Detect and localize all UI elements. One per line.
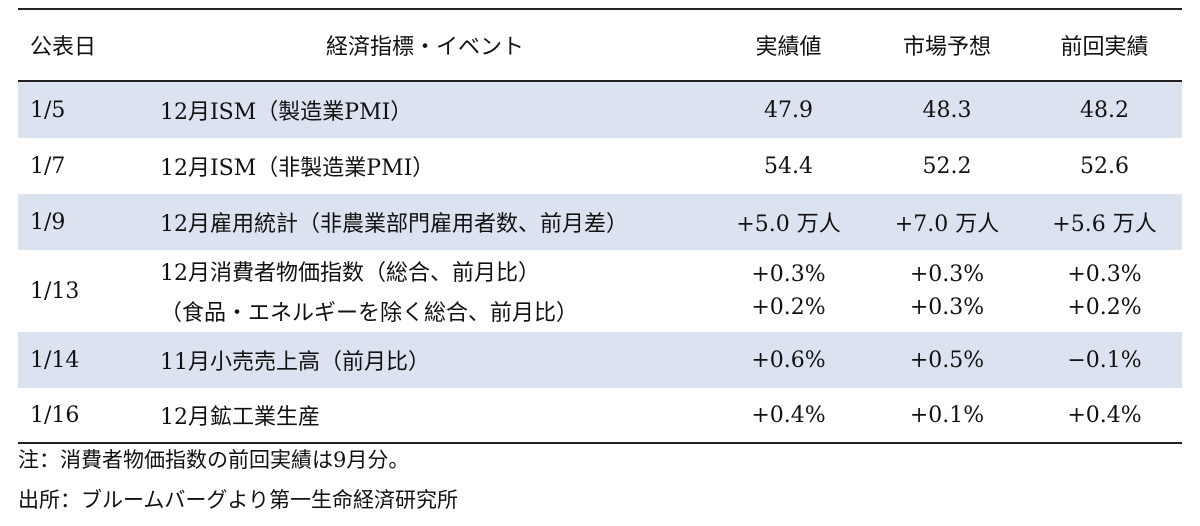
row-forecast: +0.5%	[909, 347, 985, 373]
row-actual: +5.0 万人	[736, 212, 841, 237]
row-previous: +0.3% +0.2%	[1027, 262, 1182, 320]
table-row: 1/13 12月消費者物価指数（総合、前月比） （食品・エネルギーを除く総合、前…	[18, 250, 1182, 332]
economic-indicator-table: 公表日 経済指標・イベント 実績値 市場予想 前回実績 1/5 12月ISM（製…	[18, 8, 1182, 444]
row-actual-line: +0.2%	[751, 295, 826, 320]
row-previous: −0.1%	[1067, 347, 1142, 373]
row-date: 1/13	[30, 278, 80, 304]
row-forecast: 48.3	[922, 97, 972, 123]
row-forecast: +0.1%	[909, 402, 985, 428]
row-event-line: 12月消費者物価指数（総合、前月比）	[160, 261, 540, 286]
row-event: 12月雇用統計（非農業部門雇用者数、前月差）	[160, 212, 628, 237]
row-previous: +5.6 万人	[1052, 212, 1157, 237]
row-event: 12月鉱工業生産	[160, 405, 320, 430]
table-row: 1/16 12月鉱工業生産 +0.4% +0.1% +0.4%	[18, 388, 1182, 444]
row-event: 12月ISM（製造業PMI）	[160, 100, 413, 125]
row-date: 1/5	[30, 97, 66, 123]
row-date: 1/9	[30, 209, 66, 235]
row-event: 12月ISM（非製造業PMI）	[160, 156, 435, 181]
row-event: 12月消費者物価指数（総合、前月比） （食品・エネルギーを除く総合、前月比）	[140, 255, 710, 327]
source-note: 出所：ブルームバーグより第一生命経済研究所	[18, 488, 458, 512]
row-actual-line: +0.3%	[751, 262, 826, 287]
header-forecast: 市場予想	[902, 35, 991, 60]
table-header-row: 公表日 経済指標・イベント 実績値 市場予想 前回実績	[18, 8, 1182, 82]
header-actual: 実績値	[755, 35, 822, 60]
row-actual: +0.4%	[751, 402, 826, 428]
header-event: 経済指標・イベント	[325, 35, 524, 60]
row-actual: 54.4	[764, 153, 813, 179]
row-previous-line: +0.2%	[1067, 295, 1142, 320]
row-forecast: 52.2	[922, 153, 972, 179]
table-notes: 注：消費者物価指数の前回実績は9月分。 出所：ブルームバーグより第一生命経済研究…	[18, 440, 458, 520]
table-row: 1/7 12月ISM（非製造業PMI） 54.4 52.2 52.6	[18, 138, 1182, 194]
table-row: 1/9 12月雇用統計（非農業部門雇用者数、前月差） +5.0 万人 +7.0 …	[18, 194, 1182, 250]
table-row: 1/5 12月ISM（製造業PMI） 47.9 48.3 48.2	[18, 82, 1182, 138]
row-previous: 52.6	[1080, 153, 1129, 179]
row-previous-line: +0.3%	[1067, 262, 1142, 287]
row-actual: 47.9	[764, 97, 813, 123]
header-date: 公表日	[30, 35, 97, 60]
row-forecast: +0.3% +0.3%	[867, 262, 1027, 320]
row-forecast-line: +0.3%	[909, 262, 985, 287]
row-event-line: （食品・エネルギーを除く総合、前月比）	[160, 301, 579, 326]
row-actual: +0.3% +0.2%	[710, 262, 867, 320]
row-event: 11月小売売上高（前月比）	[160, 350, 430, 375]
row-previous: +0.4%	[1067, 402, 1142, 428]
header-previous: 前回実績	[1060, 35, 1149, 60]
row-forecast: +7.0 万人	[894, 212, 1000, 237]
row-actual: +0.6%	[751, 347, 826, 373]
row-date: 1/16	[30, 402, 80, 428]
row-forecast-line: +0.3%	[909, 295, 985, 320]
row-date: 1/14	[30, 347, 80, 373]
footnote: 注：消費者物価指数の前回実績は9月分。	[18, 448, 410, 472]
table-row: 1/14 11月小売売上高（前月比） +0.6% +0.5% −0.1%	[18, 332, 1182, 388]
row-previous: 48.2	[1080, 97, 1129, 123]
row-date: 1/7	[30, 153, 66, 179]
